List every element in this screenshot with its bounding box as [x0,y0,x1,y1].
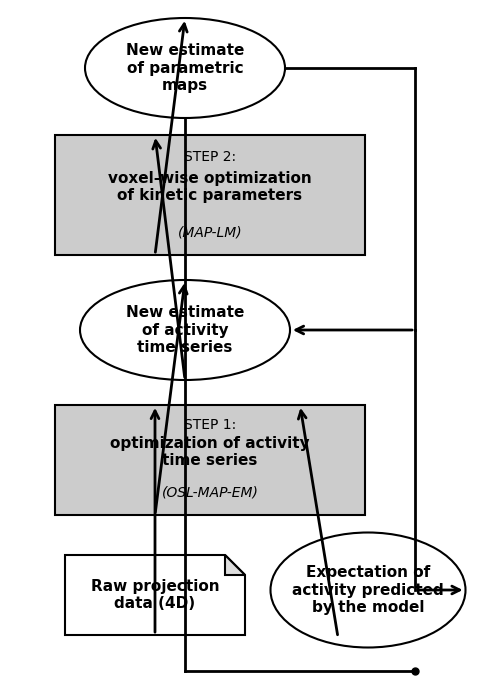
Text: optimization of activity
time series: optimization of activity time series [110,436,310,469]
Ellipse shape [270,532,466,648]
Text: (MAP-LM): (MAP-LM) [178,225,242,239]
Text: voxel-wise optimization
of kinetic parameters: voxel-wise optimization of kinetic param… [108,171,312,203]
Text: STEP 2:: STEP 2: [184,150,236,164]
Polygon shape [65,555,245,635]
Text: New estimate
of parametric
maps: New estimate of parametric maps [126,43,244,93]
Ellipse shape [80,280,290,380]
Polygon shape [225,555,245,575]
Text: Expectation of
activity predicted
by the model: Expectation of activity predicted by the… [292,565,444,615]
Bar [55,405,365,515]
Ellipse shape [85,18,285,118]
Bar [55,135,365,255]
Text: Raw projection
data (4D): Raw projection data (4D) [90,579,220,611]
Text: STEP 1:: STEP 1: [184,418,236,432]
Text: (OSL-MAP-EM): (OSL-MAP-EM) [162,486,258,500]
Text: New estimate
of activity
time series: New estimate of activity time series [126,305,244,355]
